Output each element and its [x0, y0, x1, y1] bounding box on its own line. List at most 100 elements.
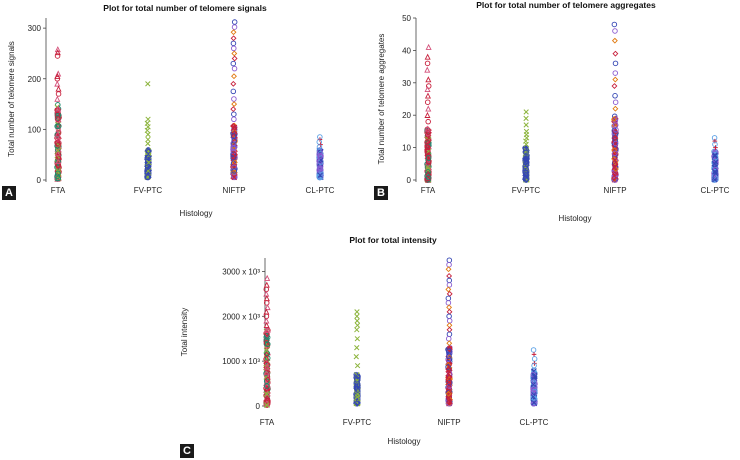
y-tick-label-a: 100 [28, 125, 42, 134]
data-point-outlier [446, 313, 452, 320]
data-point [425, 174, 432, 181]
data-point [54, 140, 61, 147]
data-point-outlier [445, 335, 452, 342]
point-group-a-fv-ptc [144, 81, 152, 181]
chart-panel-c: Plot for total intensity Histology Total i… [170, 230, 590, 460]
data-point [55, 141, 62, 148]
x-tick-label-c: NIFTP [437, 418, 460, 427]
data-point-outlier [531, 356, 538, 362]
data-point-outlier [55, 91, 62, 97]
data-point [353, 400, 360, 407]
data-point [145, 148, 152, 155]
data-point-outlier [446, 331, 453, 337]
data-point [531, 374, 538, 380]
data-point [445, 374, 452, 381]
data-point [446, 346, 453, 353]
data-point-outlier [612, 50, 619, 57]
data-point [424, 139, 431, 145]
chart-panel-b: Plot for total number of telomere aggreg… [370, 0, 740, 230]
x-tick-label-c: FTA [260, 418, 275, 427]
data-point [354, 381, 361, 387]
data-point-outlier [231, 73, 237, 80]
data-point-outlier [54, 53, 61, 59]
data-point [612, 134, 619, 141]
data-point [55, 154, 62, 160]
chart-title-a: Plot for total number of telomere signal… [103, 3, 267, 13]
data-point-outlier [523, 122, 529, 128]
data-point [54, 130, 61, 137]
data-point [54, 116, 61, 122]
data-point-outlier [523, 115, 529, 122]
data-point-outlier [54, 49, 61, 56]
data-point-outlier [145, 136, 151, 143]
data-point-outlier [231, 19, 238, 25]
x-axis-label-c: Histology [388, 437, 421, 446]
data-point [424, 144, 431, 151]
data-point-outlier [231, 55, 238, 62]
data-point [424, 152, 431, 159]
data-point-outlier [354, 327, 360, 333]
data-point [231, 168, 237, 174]
data-point [263, 364, 271, 371]
data-point-outlier [446, 277, 453, 284]
data-point [264, 395, 271, 402]
y-tick-label-a: 300 [28, 24, 42, 33]
data-point [55, 170, 61, 177]
data-point [530, 394, 536, 400]
point-group-b-fta [424, 43, 432, 183]
data-point [531, 399, 537, 406]
panel-label-a: A [2, 186, 16, 200]
data-point-outlier [231, 65, 238, 72]
data-point [425, 171, 432, 178]
data-point-outlier [354, 309, 360, 315]
chart-c: Plot for total intensity Histology Total i… [180, 235, 549, 446]
data-point [231, 124, 238, 131]
data-point-outlier [425, 118, 431, 125]
data-point [424, 125, 431, 132]
data-point-outlier [231, 116, 237, 122]
data-point [612, 161, 619, 168]
data-point [145, 159, 151, 165]
point-group-c-niftp [445, 257, 453, 407]
data-point-outlier [230, 106, 237, 113]
data-point [55, 105, 62, 112]
data-point [263, 326, 270, 333]
data-point-outlier [712, 138, 718, 144]
data-point-outlier [445, 295, 452, 302]
data-point-outlier [446, 308, 453, 315]
data-point-outlier [425, 43, 432, 50]
point-group-b-niftp [611, 21, 619, 183]
data-point [54, 123, 60, 130]
data-point [446, 379, 452, 385]
x-tick-label-c: FV-PTC [343, 418, 372, 427]
point-group-c-fta [263, 274, 271, 408]
data-point-outlier [424, 60, 431, 67]
y-tick-label-c: 0 [256, 402, 261, 411]
data-point [425, 129, 432, 136]
y-tick-label-b: 30 [402, 79, 411, 88]
data-point-outlier [530, 347, 537, 353]
data-point-outlier [354, 322, 361, 328]
data-point-outlier [231, 111, 237, 117]
data-point [317, 165, 323, 171]
data-point-outlier [264, 274, 271, 281]
data-point-outlier [446, 282, 453, 288]
data-point-outlier [424, 92, 432, 99]
data-point [317, 153, 323, 159]
data-point [145, 153, 152, 160]
point-group-c-fv-ptc [353, 309, 361, 407]
data-point-outlier [445, 300, 452, 306]
data-point-outlier [230, 35, 237, 42]
data-point [146, 159, 152, 166]
data-point [530, 371, 537, 378]
data-point-outlier [612, 60, 619, 67]
data-point [354, 394, 361, 400]
data-point-outlier [424, 111, 431, 118]
data-point-outlier [354, 336, 360, 342]
x-tick-label-b: FTA [421, 186, 436, 195]
data-point [231, 151, 238, 158]
data-point [263, 402, 270, 408]
data-point-outlier [424, 66, 431, 73]
data-point [265, 341, 271, 347]
data-point-outlier [263, 321, 270, 329]
